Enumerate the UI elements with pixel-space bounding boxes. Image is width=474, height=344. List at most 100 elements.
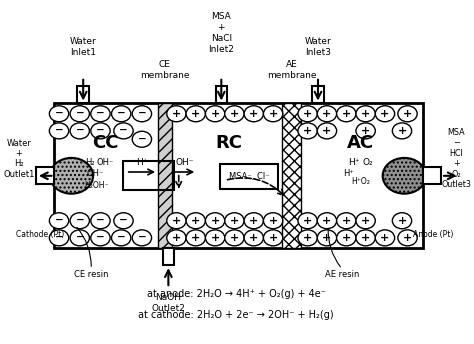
Text: +: + — [230, 216, 239, 226]
Text: −: − — [119, 125, 128, 135]
Circle shape — [356, 106, 375, 122]
Circle shape — [244, 230, 264, 246]
Circle shape — [132, 106, 152, 122]
Text: H₂: H₂ — [85, 158, 95, 167]
Text: +: + — [268, 109, 278, 119]
Bar — [220, 164, 278, 189]
Circle shape — [132, 230, 152, 246]
Text: +: + — [230, 233, 239, 243]
Circle shape — [317, 123, 337, 139]
Text: +: + — [249, 233, 258, 243]
Text: +: + — [230, 109, 239, 119]
Text: −: − — [117, 108, 126, 118]
Text: +: + — [361, 109, 370, 119]
Text: −: − — [55, 125, 64, 135]
Circle shape — [132, 131, 152, 147]
Circle shape — [111, 106, 131, 122]
Text: −: − — [75, 125, 84, 135]
Bar — [158, 104, 172, 248]
Circle shape — [317, 230, 337, 246]
Circle shape — [264, 230, 283, 246]
Text: +: + — [342, 216, 351, 226]
Circle shape — [70, 123, 90, 139]
Text: CE
membrane: CE membrane — [140, 60, 190, 80]
Text: MSA
+
NaCl
Inlet2: MSA + NaCl Inlet2 — [209, 12, 234, 54]
Circle shape — [356, 213, 375, 229]
Text: −: − — [75, 215, 84, 225]
Circle shape — [264, 213, 283, 229]
Text: +: + — [322, 126, 332, 136]
Text: +: + — [403, 109, 412, 119]
Circle shape — [298, 123, 317, 139]
Circle shape — [375, 230, 395, 246]
Text: +: + — [191, 216, 201, 226]
Circle shape — [70, 230, 90, 246]
Text: +: + — [172, 109, 181, 119]
Text: H⁺: H⁺ — [344, 169, 355, 179]
Text: +: + — [342, 109, 351, 119]
Circle shape — [167, 230, 186, 246]
Circle shape — [264, 106, 283, 122]
Text: +: + — [322, 109, 332, 119]
Circle shape — [225, 106, 244, 122]
Circle shape — [398, 106, 417, 122]
Circle shape — [317, 106, 337, 122]
Bar — [163, 248, 174, 265]
Circle shape — [398, 230, 417, 246]
Circle shape — [383, 158, 426, 194]
Text: MSA
−
HCl
+
O₂
Outlet3: MSA − HCl + O₂ Outlet3 — [441, 128, 471, 189]
Circle shape — [356, 230, 375, 246]
Bar — [77, 86, 89, 104]
Circle shape — [317, 213, 337, 229]
Text: H₂OH⁻: H₂OH⁻ — [84, 181, 109, 190]
Text: −: − — [137, 232, 146, 242]
Circle shape — [91, 230, 110, 246]
Circle shape — [298, 230, 317, 246]
Text: Water
Inlet3: Water Inlet3 — [305, 37, 331, 57]
Text: −: − — [55, 108, 64, 118]
Text: +: + — [397, 126, 407, 136]
Text: +: + — [191, 109, 201, 119]
Circle shape — [91, 123, 110, 139]
Circle shape — [375, 106, 395, 122]
Circle shape — [392, 123, 411, 139]
Text: +: + — [210, 109, 220, 119]
Bar — [283, 104, 301, 248]
Circle shape — [91, 213, 110, 229]
Circle shape — [298, 213, 317, 229]
Text: +: + — [303, 233, 312, 243]
Text: +: + — [397, 216, 407, 226]
Text: +: + — [268, 233, 278, 243]
Circle shape — [205, 213, 225, 229]
Text: OH⁻: OH⁻ — [87, 169, 104, 178]
Circle shape — [244, 213, 264, 229]
Text: MSA⁻, Cl⁻: MSA⁻, Cl⁻ — [228, 172, 269, 181]
Circle shape — [186, 106, 205, 122]
Text: −: − — [96, 108, 105, 118]
Text: at cathode: 2H₂O + 2e⁻ → 2OH⁻ + H₂(g): at cathode: 2H₂O + 2e⁻ → 2OH⁻ + H₂(g) — [138, 310, 334, 320]
Circle shape — [337, 230, 356, 246]
Bar — [216, 86, 227, 104]
Text: +: + — [172, 216, 181, 226]
Circle shape — [186, 230, 205, 246]
Text: −: − — [75, 108, 84, 118]
Text: −: − — [75, 232, 84, 242]
Text: H⁺O₂: H⁺O₂ — [351, 177, 370, 186]
Bar — [36, 168, 55, 184]
Text: +: + — [172, 233, 181, 243]
Text: +: + — [403, 233, 412, 243]
Circle shape — [111, 230, 131, 246]
Circle shape — [392, 213, 411, 229]
Circle shape — [337, 213, 356, 229]
Circle shape — [244, 106, 264, 122]
Text: RC: RC — [216, 135, 243, 152]
Circle shape — [50, 158, 93, 194]
Circle shape — [225, 230, 244, 246]
Circle shape — [49, 230, 69, 246]
Text: CC: CC — [92, 135, 118, 152]
Text: +: + — [303, 216, 312, 226]
Circle shape — [70, 106, 90, 122]
Text: Water
+
H₂
Outlet1: Water + H₂ Outlet1 — [3, 139, 35, 179]
Text: +: + — [361, 126, 370, 136]
Text: +: + — [322, 216, 332, 226]
